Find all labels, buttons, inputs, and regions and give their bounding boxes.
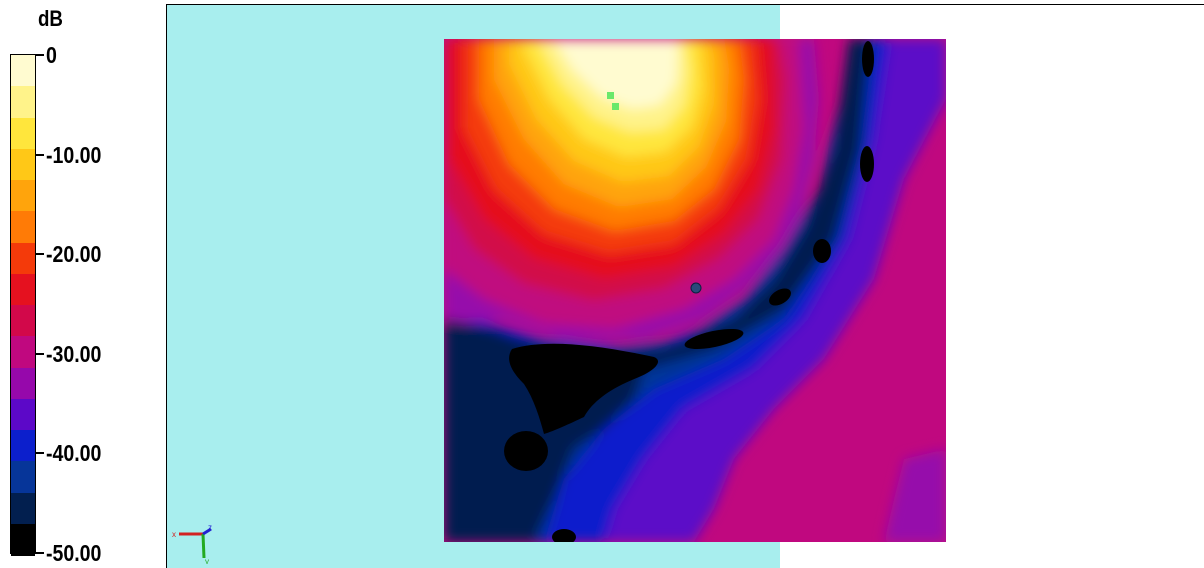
colorbar-swatch <box>11 86 35 119</box>
colorbar-swatch <box>11 430 35 462</box>
colorbar-tick <box>36 54 44 56</box>
colorbar-legend: dB 0 -10.00 -20.00 -30.00 -40.00 -50.00 <box>0 0 160 568</box>
colorbar-swatch <box>11 367 35 400</box>
colorbar-tick-label: -50.00 <box>46 540 102 566</box>
colorbar-swatch <box>11 305 35 337</box>
colorbar <box>10 54 36 556</box>
colorbar-tick-label: -40.00 <box>46 440 102 467</box>
x-axis-label: x <box>172 530 176 539</box>
colorbar-swatch <box>11 180 35 212</box>
colorbar-swatch <box>11 398 35 431</box>
colorbar-swatch <box>11 492 35 525</box>
probe-marker[interactable] <box>690 282 702 294</box>
colorbar-swatch <box>11 148 35 181</box>
field-contour-plot[interactable] <box>444 39 946 542</box>
colorbar-swatch <box>11 336 35 369</box>
colorbar-tick-label: -10.00 <box>46 141 102 168</box>
source-marker[interactable] <box>612 103 619 110</box>
null-regions <box>504 41 874 542</box>
colorbar-tick <box>36 153 44 156</box>
colorbar-tick-label: -30.00 <box>46 340 102 367</box>
colorbar-swatch <box>11 55 35 87</box>
y-axis-label: y <box>205 557 209 564</box>
3d-viewport[interactable]: x y z <box>166 4 1204 568</box>
legend-unit-label: dB <box>38 6 63 31</box>
source-marker[interactable] <box>607 92 614 99</box>
colorbar-swatch <box>11 273 35 306</box>
colorbar-swatch <box>11 242 35 275</box>
z-axis-label: z <box>208 524 212 532</box>
colorbar-tick-label: 0 <box>46 42 57 68</box>
colorbar-swatch <box>11 211 35 244</box>
axis-triad-icon: x y z <box>172 524 212 564</box>
colorbar-tick <box>36 253 44 256</box>
colorbar-swatch <box>11 461 35 494</box>
colorbar-tick-label: -20.00 <box>46 241 102 268</box>
colorbar-swatch <box>11 523 35 556</box>
colorbar-tick <box>36 352 44 355</box>
colorbar-swatch <box>11 117 35 150</box>
colorbar-tick <box>36 552 44 554</box>
colorbar-tick <box>36 452 44 455</box>
